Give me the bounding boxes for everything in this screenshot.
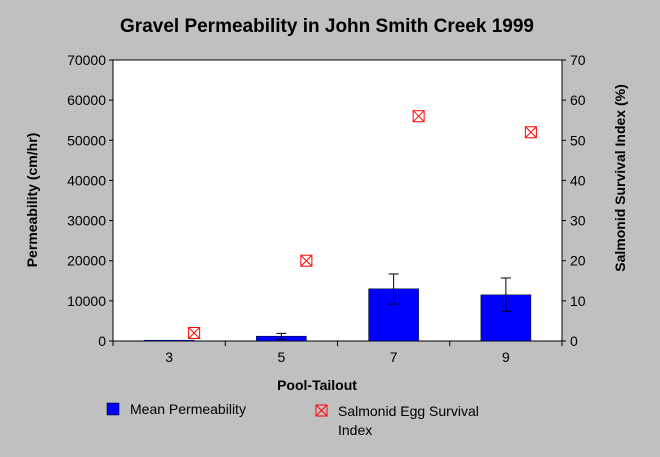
legend-label-bar: Mean Permeability bbox=[130, 401, 246, 417]
survival-marker bbox=[412, 110, 425, 123]
y-axis-label: Permeability (cm/hr) bbox=[24, 133, 40, 268]
bar bbox=[143, 339, 195, 342]
x-tick-label: 3 bbox=[165, 349, 173, 365]
legend-label-marker: Salmonid Egg Survival Index bbox=[338, 403, 479, 438]
error-bar bbox=[500, 277, 511, 312]
y2-tick-label: 20 bbox=[570, 253, 586, 269]
y-tick-label: 70000 bbox=[67, 52, 106, 68]
y-tick-label: 40000 bbox=[67, 172, 106, 188]
chart-title: Gravel Permeability in John Smith Creek … bbox=[120, 16, 534, 37]
left-axis: 0 10000 20000 30000 40000 50000 60000 70000 bbox=[67, 52, 113, 349]
right-axis: 0 10 20 30 40 50 60 70 bbox=[562, 52, 586, 349]
y2-tick-label: 10 bbox=[570, 293, 586, 309]
y2-tick-label: 40 bbox=[570, 172, 586, 188]
y2-tick-label: 30 bbox=[570, 213, 586, 229]
legend: Mean Permeability Salmonid Egg Survival I… bbox=[106, 401, 479, 438]
y-tick-label: 0 bbox=[98, 333, 106, 349]
y2-tick-label: 50 bbox=[570, 132, 586, 148]
legend-swatch-marker bbox=[315, 404, 328, 417]
marker-series bbox=[188, 110, 537, 339]
x-tick-label: 5 bbox=[277, 349, 285, 365]
x-tick-label: 9 bbox=[502, 349, 510, 365]
x-tick-label: 7 bbox=[390, 349, 398, 365]
survival-marker bbox=[300, 254, 313, 267]
y2-tick-label: 0 bbox=[570, 333, 578, 349]
legend-swatch-bar bbox=[106, 402, 120, 416]
y2-tick-label: 60 bbox=[570, 92, 586, 108]
plot-area bbox=[112, 59, 563, 342]
y-tick-label: 50000 bbox=[67, 132, 106, 148]
y2-axis-label: Salmonid Survival Index (%) bbox=[612, 84, 628, 272]
y-tick-label: 60000 bbox=[67, 92, 106, 108]
survival-marker bbox=[524, 126, 537, 139]
y2-tick-label: 70 bbox=[570, 52, 586, 68]
error-bar bbox=[276, 332, 287, 340]
survival-marker bbox=[188, 326, 201, 339]
y-tick-label: 30000 bbox=[67, 213, 106, 229]
y-tick-label: 10000 bbox=[67, 293, 106, 309]
x-axis-label: Pool-Tailout bbox=[277, 377, 357, 393]
x-axis: 3 5 7 9 bbox=[112, 341, 563, 365]
bar-series bbox=[143, 273, 532, 342]
error-bar bbox=[388, 273, 399, 305]
y-tick-label: 20000 bbox=[67, 253, 106, 269]
